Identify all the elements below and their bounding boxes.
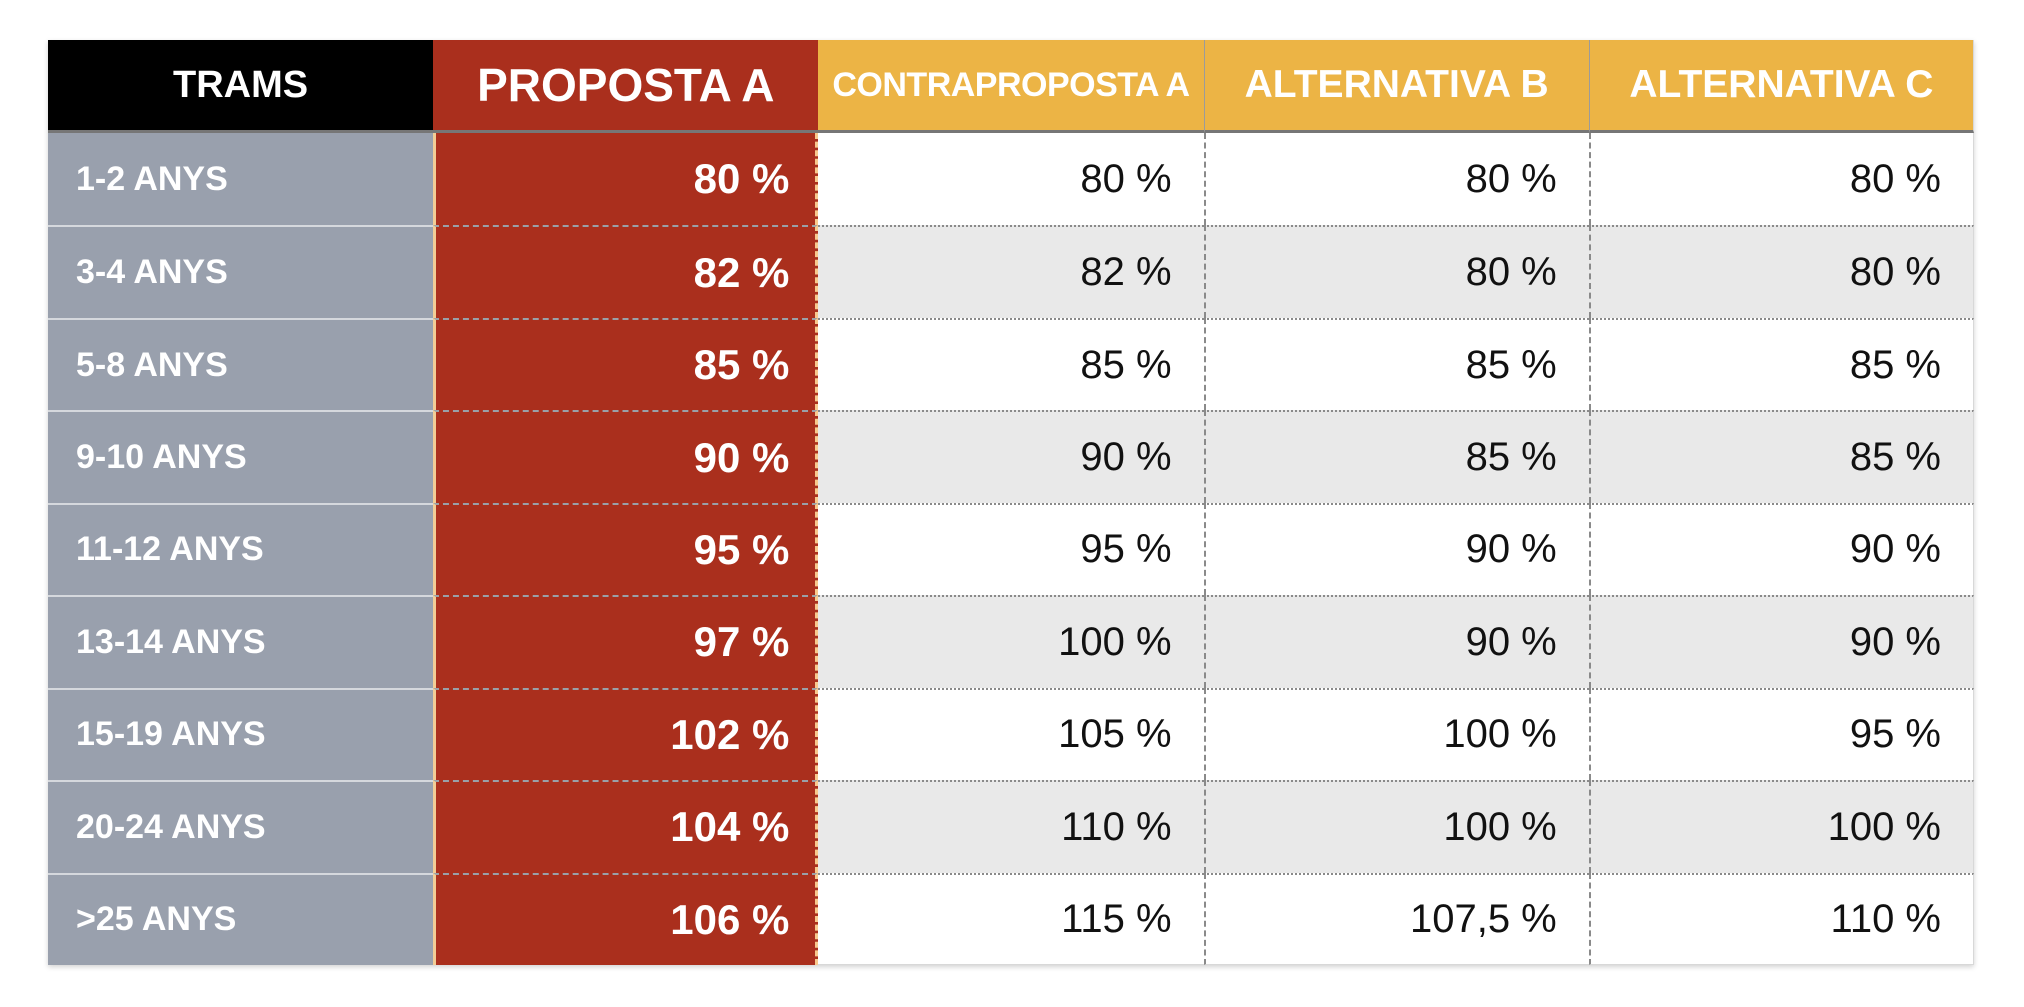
cell-contraproposta-a: 95 % <box>818 502 1204 596</box>
row-label: 1-2 ANYS <box>48 133 434 226</box>
cell-contraproposta-a: 115 % <box>818 872 1204 965</box>
row-label: 15-19 ANYS <box>48 687 434 781</box>
row-label: 13-14 ANYS <box>48 595 434 688</box>
cell-alternativa-b: 85 % <box>1203 410 1589 503</box>
header-cell-trams: TRAMS <box>48 40 434 133</box>
cell-contraproposta-a: 80 % <box>818 133 1204 226</box>
header-cell-alternativa-b: ALTERNATIVA B <box>1203 40 1589 133</box>
cell-alternativa-b: 90 % <box>1203 595 1589 688</box>
cell-proposta-a: 80 % <box>433 133 819 226</box>
row-label: 20-24 ANYS <box>48 780 434 873</box>
table-body: 1-2 ANYS 80 % 80 % 80 % 80 % 3-4 ANYS 82… <box>48 133 1974 965</box>
header-row: TRAMS PROPOSTA A CONTRAPROPOSTA A ALTERN… <box>48 40 1974 133</box>
cell-alternativa-c: 95 % <box>1588 687 1974 781</box>
row-label: 11-12 ANYS <box>48 502 434 596</box>
cell-contraproposta-a: 85 % <box>818 317 1204 411</box>
cell-alternativa-b: 80 % <box>1203 225 1589 318</box>
table-row: 20-24 ANYS 104 % 110 % 100 % 100 % <box>48 780 1974 873</box>
cell-alternativa-b: 90 % <box>1203 502 1589 596</box>
cell-alternativa-b: 100 % <box>1203 687 1589 781</box>
header-cell-contraproposta-a: CONTRAPROPOSTA A <box>818 40 1204 133</box>
cell-proposta-a: 102 % <box>433 687 819 781</box>
row-label: 5-8 ANYS <box>48 317 434 411</box>
cell-contraproposta-a: 90 % <box>818 410 1204 503</box>
cell-alternativa-b: 107,5 % <box>1203 872 1589 965</box>
cell-proposta-a: 85 % <box>433 317 819 411</box>
row-label: >25 ANYS <box>48 872 434 965</box>
cell-alternativa-c: 80 % <box>1588 225 1974 318</box>
cell-contraproposta-a: 100 % <box>818 595 1204 688</box>
table-row: 9-10 ANYS 90 % 90 % 85 % 85 % <box>48 410 1974 503</box>
cell-contraproposta-a: 82 % <box>818 225 1204 318</box>
table-row: 13-14 ANYS 97 % 100 % 90 % 90 % <box>48 595 1974 688</box>
table-row: 15-19 ANYS 102 % 105 % 100 % 95 % <box>48 687 1974 781</box>
table-header: TRAMS PROPOSTA A CONTRAPROPOSTA A ALTERN… <box>48 40 1974 133</box>
cell-alternativa-c: 100 % <box>1588 780 1974 873</box>
cell-proposta-a: 95 % <box>433 502 819 596</box>
cell-alternativa-b: 100 % <box>1203 780 1589 873</box>
cell-alternativa-c: 110 % <box>1588 872 1974 965</box>
cell-alternativa-c: 80 % <box>1588 133 1974 226</box>
cell-proposta-a: 106 % <box>433 872 819 965</box>
cell-contraproposta-a: 110 % <box>818 780 1204 873</box>
table-row: >25 ANYS 106 % 115 % 107,5 % 110 % <box>48 872 1974 965</box>
table-row: 11-12 ANYS 95 % 95 % 90 % 90 % <box>48 502 1974 596</box>
cell-proposta-a: 97 % <box>433 595 819 688</box>
row-label: 3-4 ANYS <box>48 225 434 318</box>
table-row: 3-4 ANYS 82 % 82 % 80 % 80 % <box>48 225 1974 318</box>
row-label: 9-10 ANYS <box>48 410 434 503</box>
salary-tranches-table: TRAMS PROPOSTA A CONTRAPROPOSTA A ALTERN… <box>48 40 1974 965</box>
cell-proposta-a: 104 % <box>433 780 819 873</box>
cell-alternativa-b: 80 % <box>1203 133 1589 226</box>
header-cell-alternativa-c: ALTERNATIVA C <box>1588 40 1974 133</box>
cell-alternativa-b: 85 % <box>1203 317 1589 411</box>
cell-contraproposta-a: 105 % <box>818 687 1204 781</box>
cell-alternativa-c: 90 % <box>1588 502 1974 596</box>
cell-alternativa-c: 85 % <box>1588 317 1974 411</box>
cell-alternativa-c: 90 % <box>1588 595 1974 688</box>
cell-alternativa-c: 85 % <box>1588 410 1974 503</box>
table-row: 5-8 ANYS 85 % 85 % 85 % 85 % <box>48 317 1974 411</box>
cell-proposta-a: 90 % <box>433 410 819 503</box>
cell-proposta-a: 82 % <box>433 225 819 318</box>
header-cell-proposta-a: PROPOSTA A <box>433 40 819 133</box>
table-row: 1-2 ANYS 80 % 80 % 80 % 80 % <box>48 133 1974 226</box>
